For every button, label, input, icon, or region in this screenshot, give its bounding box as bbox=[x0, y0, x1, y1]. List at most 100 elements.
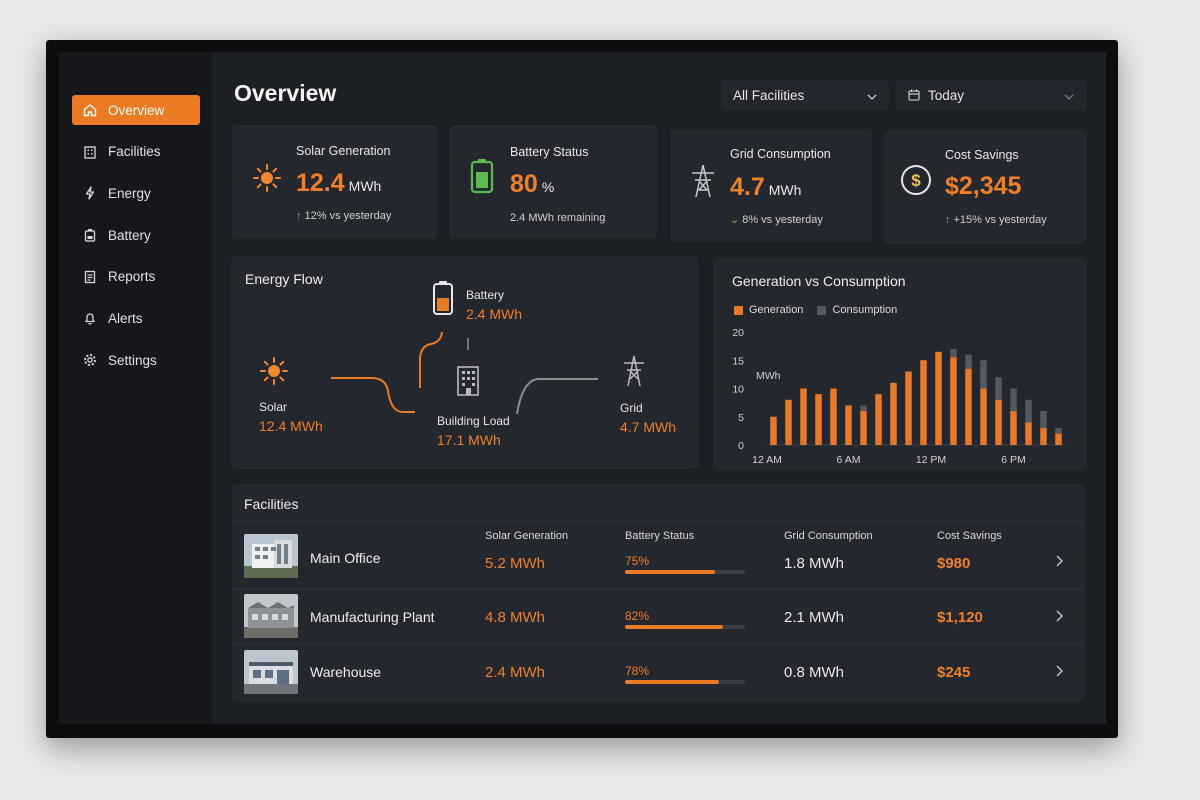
column-header-grid: Grid Consumption bbox=[784, 530, 873, 542]
y-tick-label: 5 bbox=[738, 412, 744, 424]
y-tick-label: 15 bbox=[732, 355, 744, 367]
bar-generation bbox=[1040, 428, 1047, 445]
chevron-down-icon bbox=[867, 88, 877, 103]
facility-savings: $980 bbox=[937, 555, 971, 572]
y-tick-label: 0 bbox=[738, 440, 744, 452]
facility-solar: 2.4 MWh bbox=[485, 664, 546, 681]
facility-thumbnail bbox=[244, 650, 298, 694]
sidebar-item-facilities[interactable]: Facilities bbox=[72, 137, 200, 167]
facility-name: Warehouse bbox=[310, 664, 382, 680]
x-tick-label: 12 AM bbox=[752, 454, 782, 466]
flow-building-value: 17.1 MWh bbox=[437, 432, 501, 448]
battery-icon bbox=[82, 228, 97, 243]
bar-generation bbox=[1010, 411, 1017, 445]
bar-generation bbox=[995, 399, 1002, 445]
facility-savings: $1,120 bbox=[937, 609, 983, 626]
energy-flow-lines bbox=[331, 331, 598, 415]
bar-generation bbox=[785, 399, 792, 445]
sidebar-item-label: Energy bbox=[108, 185, 151, 201]
battery-icon bbox=[470, 158, 494, 199]
sidebar: Overview Facilities Energy Battery Repor… bbox=[59, 52, 212, 724]
section-title: Facilities bbox=[244, 496, 299, 512]
sidebar-item-battery[interactable]: Battery bbox=[72, 220, 200, 250]
stat-change: ↑ 12% vs yesterday bbox=[296, 210, 392, 222]
arrow-down-icon: ⌄ bbox=[730, 214, 740, 226]
bar-consumption bbox=[860, 405, 867, 412]
facility-savings: $245 bbox=[937, 664, 971, 681]
flow-solar-label: Solar bbox=[259, 400, 288, 414]
bar-generation bbox=[950, 357, 957, 445]
stat-label: Battery Status bbox=[510, 145, 589, 159]
facility-grid: 1.8 MWh bbox=[784, 555, 845, 572]
bar-consumption bbox=[995, 377, 1002, 400]
x-tick-label: 6 PM bbox=[1001, 454, 1026, 466]
sidebar-item-settings[interactable]: Settings bbox=[72, 345, 200, 375]
facility-battery-bar bbox=[625, 680, 745, 684]
x-tick-label: 12 PM bbox=[916, 454, 946, 466]
stat-change: 2.4 MWh remaining bbox=[510, 212, 606, 224]
divider bbox=[232, 589, 1085, 590]
bar-generation bbox=[1025, 422, 1032, 445]
facility-name: Main Office bbox=[310, 550, 381, 566]
facility-solar: 5.2 MWh bbox=[485, 555, 546, 572]
facility-battery-bar bbox=[625, 625, 745, 629]
facility-solar: 4.8 MWh bbox=[485, 609, 546, 626]
chevron-right-icon[interactable] bbox=[1055, 554, 1063, 570]
bell-icon bbox=[82, 311, 97, 326]
stat-value: 80% bbox=[510, 170, 555, 198]
date-select-value: Today bbox=[928, 87, 965, 103]
energy-flow-panel: Energy Flow Solar 12.4 MWh Battery 2.4 M… bbox=[231, 256, 699, 469]
sidebar-item-label: Battery bbox=[108, 227, 151, 243]
dashboard-screen: Overview Facilities Energy Battery Repor… bbox=[59, 52, 1106, 724]
facility-battery-pct: 75% bbox=[625, 554, 650, 568]
bar-consumption bbox=[1010, 388, 1017, 412]
stat-change: ⌄ 8% vs yesterday bbox=[730, 214, 823, 226]
bar-generation bbox=[1055, 433, 1062, 445]
divider bbox=[232, 521, 1085, 522]
legend-swatch-generation bbox=[734, 305, 743, 315]
stat-card-battery[interactable]: Battery Status 80% 2.4 MWh remaining bbox=[450, 125, 657, 239]
stat-card-savings[interactable]: $ Cost Savings $2,345 ↑ +15% vs yesterday bbox=[884, 130, 1086, 244]
bar-generation bbox=[845, 405, 852, 445]
facility-thumbnail bbox=[244, 534, 298, 578]
sidebar-item-energy[interactable]: Energy bbox=[72, 178, 200, 208]
chevron-right-icon[interactable] bbox=[1055, 609, 1063, 625]
facility-select[interactable]: All Facilities bbox=[721, 80, 889, 110]
bar-generation bbox=[800, 388, 807, 445]
chart-title: Generation vs Consumption bbox=[732, 273, 906, 289]
bar-generation bbox=[980, 388, 987, 445]
chevron-right-icon[interactable] bbox=[1055, 664, 1063, 680]
stat-label: Solar Generation bbox=[296, 144, 391, 158]
dollar-icon: $ bbox=[900, 164, 932, 201]
y-axis-label: MWh bbox=[756, 370, 781, 382]
bar-generation bbox=[965, 368, 972, 445]
stat-label: Grid Consumption bbox=[730, 147, 831, 161]
date-select[interactable]: Today bbox=[896, 80, 1086, 110]
generation-consumption-chart: Generation vs Consumption Generation Con… bbox=[714, 258, 1086, 470]
stat-card-grid[interactable]: Grid Consumption 4.7 MWh ⌄ 8% vs yesterday bbox=[670, 129, 872, 242]
bar-generation bbox=[890, 382, 897, 445]
sidebar-item-alerts[interactable]: Alerts bbox=[72, 303, 200, 333]
sidebar-item-overview[interactable]: Overview bbox=[72, 95, 200, 125]
stat-label: Cost Savings bbox=[945, 148, 1019, 162]
stat-change: ↑ +15% vs yesterday bbox=[945, 214, 1047, 226]
bolt-icon bbox=[82, 186, 97, 201]
chart-plot: 0 5 10 15 20 MWh 12 AM 6 AM 12 PM 6 PM bbox=[732, 327, 1066, 466]
gear-icon bbox=[82, 353, 97, 368]
main-content: Overview All Facilities Today Solar Gene… bbox=[212, 52, 1106, 724]
facility-name: Manufacturing Plant bbox=[310, 609, 435, 625]
svg-text:$: $ bbox=[911, 171, 921, 190]
battery-icon bbox=[432, 280, 454, 321]
power-tower-icon bbox=[621, 354, 647, 393]
stat-card-solar[interactable]: Solar Generation 12.4 MWh ↑ 12% vs yesterd… bbox=[232, 125, 437, 239]
bar-consumption bbox=[950, 348, 957, 358]
bar-consumption bbox=[1055, 428, 1062, 434]
sidebar-item-label: Facilities bbox=[108, 144, 161, 160]
facilities-panel: Facilities Solar Generation Battery Stat… bbox=[232, 484, 1085, 702]
sidebar-item-reports[interactable]: Reports bbox=[72, 262, 200, 292]
home-icon bbox=[82, 103, 97, 118]
facility-battery-pct: 82% bbox=[625, 609, 650, 623]
divider bbox=[232, 644, 1085, 645]
flow-grid-label: Grid bbox=[620, 401, 643, 415]
section-title: Energy Flow bbox=[245, 271, 323, 287]
